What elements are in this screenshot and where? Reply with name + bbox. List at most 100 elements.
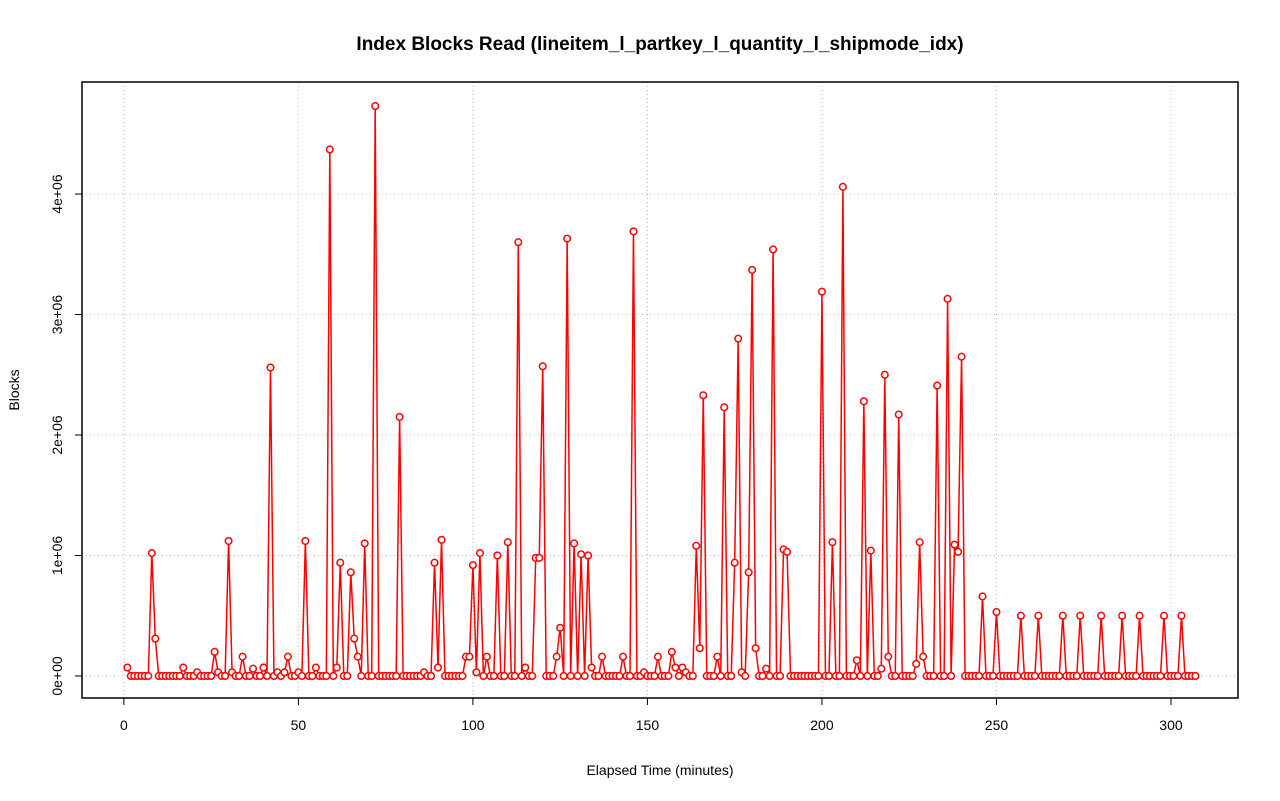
- y-tick-label: 4e+06: [49, 174, 65, 214]
- data-point: [863, 671, 872, 681]
- data-point: [465, 652, 474, 661]
- data-point: [751, 644, 760, 653]
- data-point: [1114, 671, 1123, 681]
- data-point: [210, 647, 219, 656]
- data-point: [322, 671, 331, 681]
- x-tick-label: 300: [1159, 717, 1183, 733]
- data-point: [179, 663, 188, 672]
- data-point: [238, 652, 247, 661]
- data-point: [720, 403, 729, 412]
- data-point: [468, 561, 477, 570]
- data-point: [538, 362, 547, 371]
- data-point: [940, 671, 949, 681]
- data-point: [1177, 611, 1186, 620]
- data-point: [716, 671, 725, 681]
- data-point: [1093, 671, 1102, 681]
- data-line: [126, 106, 1196, 678]
- data-point: [521, 663, 530, 672]
- data-point: [671, 663, 680, 672]
- data-point: [437, 535, 446, 544]
- data-point: [950, 540, 959, 549]
- x-tick-label: 200: [810, 717, 834, 733]
- data-point: [266, 363, 275, 372]
- data-point: [884, 652, 893, 661]
- data-point: [688, 671, 697, 681]
- data-point: [929, 671, 938, 681]
- data-point: [1072, 671, 1081, 681]
- data-point: [1030, 671, 1039, 681]
- data-point: [978, 592, 987, 601]
- y-tick-label: 3e+06: [49, 295, 65, 335]
- data-point: [598, 652, 607, 661]
- data-point: [992, 608, 1001, 617]
- data-point: [283, 652, 292, 661]
- data-point: [919, 652, 928, 661]
- data-point: [741, 671, 750, 681]
- data-point: [947, 671, 956, 681]
- data-point: [475, 549, 484, 558]
- data-point: [957, 352, 966, 361]
- data-point: [297, 671, 306, 681]
- data-point: [566, 671, 575, 681]
- data-point: [814, 671, 823, 681]
- data-point: [528, 671, 537, 681]
- data-point: [629, 227, 638, 236]
- plot-frame: [81, 81, 1239, 699]
- data-point: [587, 663, 596, 672]
- data-point: [650, 671, 659, 681]
- x-axis-label: Elapsed Time (minutes): [586, 762, 733, 778]
- data-point: [426, 671, 436, 681]
- data-point: [824, 671, 833, 681]
- data-point: [758, 671, 767, 681]
- data-point: [255, 671, 265, 681]
- data-point: [709, 671, 718, 681]
- data-point: [224, 536, 233, 546]
- data-point: [954, 547, 963, 556]
- data-point: [1156, 671, 1165, 681]
- data-point: [584, 551, 593, 560]
- data-point: [943, 294, 952, 303]
- data-point: [570, 539, 579, 548]
- data-point: [891, 671, 900, 681]
- data-point: [1173, 671, 1183, 681]
- x-tick-label: 100: [461, 717, 485, 733]
- data-point: [594, 671, 603, 681]
- data-point: [908, 671, 917, 681]
- x-tick-label: 150: [636, 717, 660, 733]
- data-point: [835, 671, 844, 681]
- data-point: [838, 182, 847, 191]
- data-point: [692, 541, 701, 550]
- data-point: [894, 410, 903, 419]
- data-point: [664, 671, 673, 681]
- data-point: [301, 536, 310, 546]
- x-tick-label: 0: [120, 717, 128, 733]
- data-point: [147, 549, 156, 558]
- data-point: [817, 287, 827, 296]
- data-point: [730, 558, 739, 567]
- data-point: [1013, 671, 1022, 681]
- data-point: [1058, 611, 1067, 620]
- data-point: [563, 234, 572, 243]
- data-point: [828, 538, 837, 547]
- data-point: [849, 671, 858, 681]
- data-point: [360, 539, 369, 548]
- data-point: [510, 671, 519, 681]
- data-point: [859, 397, 868, 406]
- data-point: [776, 671, 785, 681]
- data-point: [1055, 671, 1064, 681]
- data-point: [336, 558, 345, 567]
- data-point: [472, 668, 481, 677]
- data-point: [699, 391, 708, 400]
- data-point: [580, 671, 589, 681]
- data-point: [262, 671, 272, 681]
- data-point: [933, 381, 942, 390]
- data-point: [493, 551, 502, 560]
- data-point: [353, 652, 362, 661]
- data-point: [343, 671, 352, 681]
- data-point: [625, 671, 635, 681]
- data-point: [350, 634, 359, 643]
- data-point: [479, 671, 488, 681]
- data-point: [573, 671, 582, 681]
- data-point: [514, 238, 523, 247]
